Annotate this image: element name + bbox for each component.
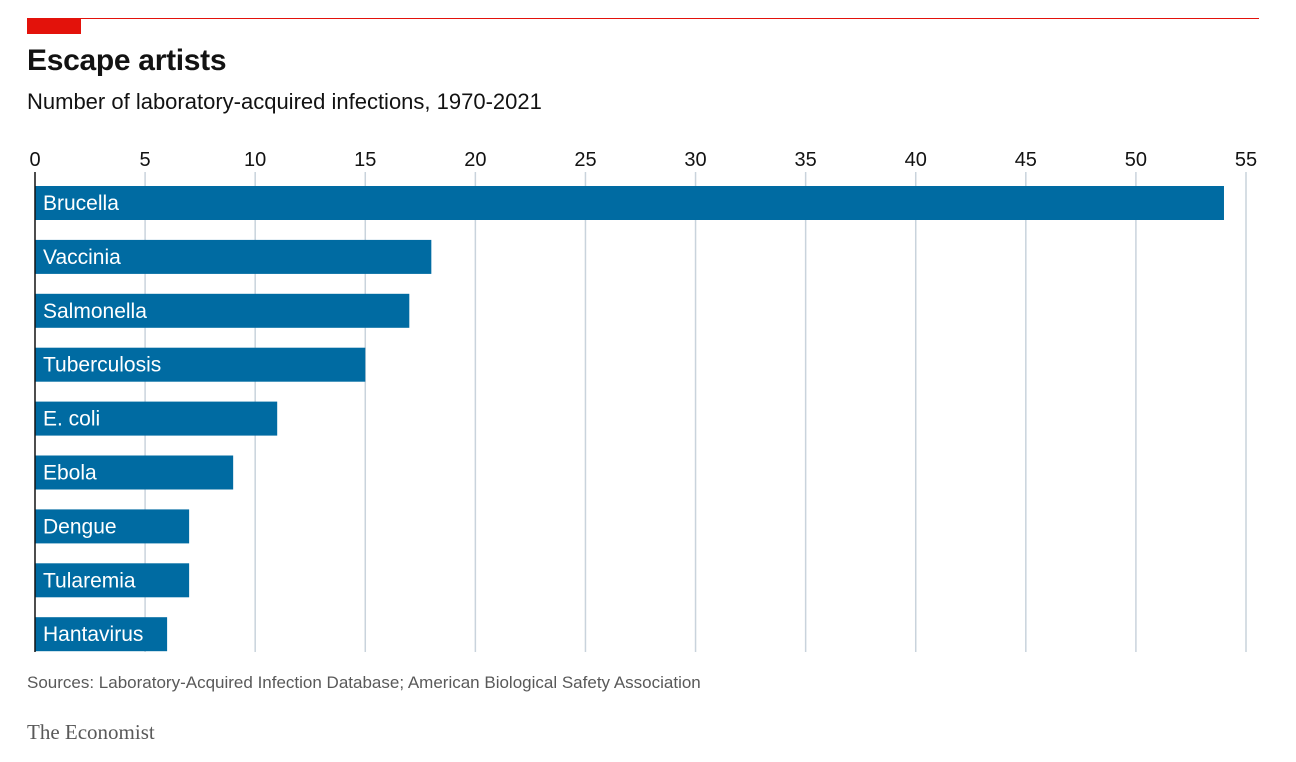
bar-hantavirus	[35, 617, 168, 652]
bar-dengue	[35, 509, 190, 544]
bar-labels: Brucella Vaccinia Salmonella Tuberculosis E.…	[43, 192, 161, 646]
x-tick-labels: 0 5 10 15 20 25 30 35 40 45 50 55	[29, 149, 1257, 171]
chart-subtitle: Number of laboratory-acquired infections…	[27, 89, 542, 114]
bar-label-salmonella: Salmonella	[43, 300, 147, 323]
x-tick-30: 30	[684, 149, 706, 171]
bar-label-e-coli: E. coli	[43, 408, 100, 431]
top-rule	[27, 18, 1259, 19]
bar-tularemia	[35, 563, 190, 598]
bar-label-brucella: Brucella	[43, 192, 119, 215]
bar-vaccinia	[35, 239, 432, 274]
x-tick-40: 40	[905, 149, 927, 171]
x-tick-15: 15	[354, 149, 376, 171]
x-tick-45: 45	[1015, 149, 1037, 171]
x-tick-35: 35	[795, 149, 817, 171]
x-tick-0: 0	[29, 149, 40, 171]
bar-salmonella	[35, 293, 410, 328]
source-note: Sources: Laboratory-Acquired Infection D…	[27, 673, 701, 692]
x-tick-10: 10	[244, 149, 266, 171]
bar-tuberculosis	[35, 347, 366, 382]
chart-title: Escape artists	[27, 44, 227, 77]
bar-e-coli	[35, 401, 278, 436]
bar-chart: 0 5 10 15 20 25 30 35 40 45 50 55 Brucella Vaccinia S…	[29, 149, 1257, 652]
bar-label-vaccinia: Vaccinia	[43, 246, 121, 269]
x-tick-20: 20	[464, 149, 486, 171]
bar-label-ebola: Ebola	[43, 462, 97, 485]
bar-brucella	[35, 186, 1224, 220]
x-tick-50: 50	[1125, 149, 1147, 171]
bar-label-dengue: Dengue	[43, 515, 117, 538]
bars	[35, 186, 1224, 652]
bar-label-tularemia: Tularemia	[43, 569, 136, 592]
bar-label-tuberculosis: Tuberculosis	[43, 354, 161, 377]
x-tick-25: 25	[574, 149, 596, 171]
brand-tag	[27, 18, 81, 34]
publisher-logo: The Economist	[27, 720, 155, 744]
x-tick-55: 55	[1235, 149, 1257, 171]
x-tick-5: 5	[140, 149, 151, 171]
bar-label-hantavirus: Hantavirus	[43, 623, 143, 646]
bar-ebola	[35, 455, 234, 490]
